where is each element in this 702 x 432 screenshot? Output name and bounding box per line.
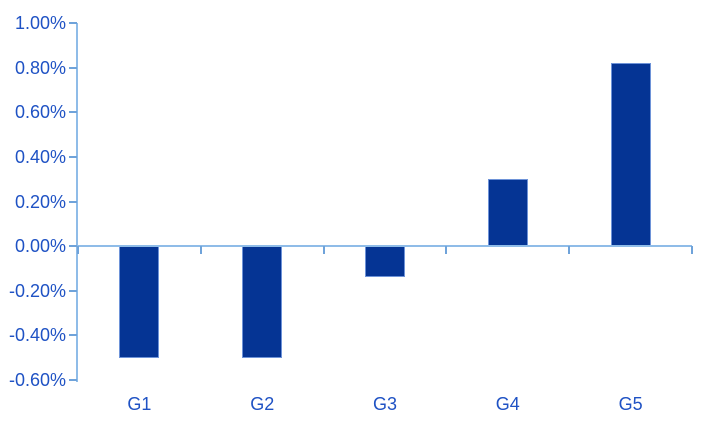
y-axis-line bbox=[76, 23, 78, 382]
x-axis-tick bbox=[322, 246, 325, 255]
y-axis-tick bbox=[69, 334, 77, 337]
y-axis-tick-label: -0.20% bbox=[8, 280, 66, 301]
y-axis-tick-label: 0.80% bbox=[14, 57, 66, 78]
x-axis-category-label: G4 bbox=[495, 394, 520, 414]
x-axis-category-label: G5 bbox=[618, 394, 643, 414]
y-axis-tick bbox=[69, 66, 77, 69]
y-axis-tick bbox=[69, 379, 77, 381]
x-axis-tick bbox=[77, 246, 79, 255]
y-axis-tick-label: 0.00% bbox=[14, 236, 66, 257]
bar bbox=[365, 246, 405, 278]
x-axis-category-label: G2 bbox=[250, 394, 275, 414]
x-axis-category-label: G3 bbox=[372, 394, 397, 414]
bar bbox=[119, 246, 160, 358]
y-axis-tick bbox=[69, 200, 77, 203]
y-axis-tick bbox=[69, 245, 77, 248]
y-axis-tick bbox=[69, 155, 77, 158]
y-axis-tick bbox=[69, 111, 77, 114]
x-axis-tick bbox=[691, 246, 693, 255]
y-axis-tick bbox=[69, 289, 77, 292]
y-axis-tick bbox=[69, 22, 77, 24]
bar bbox=[242, 246, 283, 358]
y-axis-tick-label: 0.20% bbox=[14, 191, 66, 212]
y-axis-tick-label: 1.00% bbox=[14, 13, 66, 33]
x-axis-tick bbox=[568, 246, 571, 255]
bar bbox=[487, 179, 528, 247]
y-axis-tick-label: 0.40% bbox=[14, 146, 66, 167]
x-axis-tick bbox=[445, 246, 448, 255]
bar bbox=[610, 63, 651, 247]
x-axis-category-label: G1 bbox=[127, 394, 152, 414]
x-axis-tick bbox=[199, 246, 202, 255]
x-axis-zero-line bbox=[78, 245, 692, 248]
y-axis-tick-label: -0.60% bbox=[8, 370, 66, 390]
y-axis-tick-label: 0.60% bbox=[14, 102, 66, 123]
y-axis-tick-label: -0.40% bbox=[8, 325, 66, 346]
